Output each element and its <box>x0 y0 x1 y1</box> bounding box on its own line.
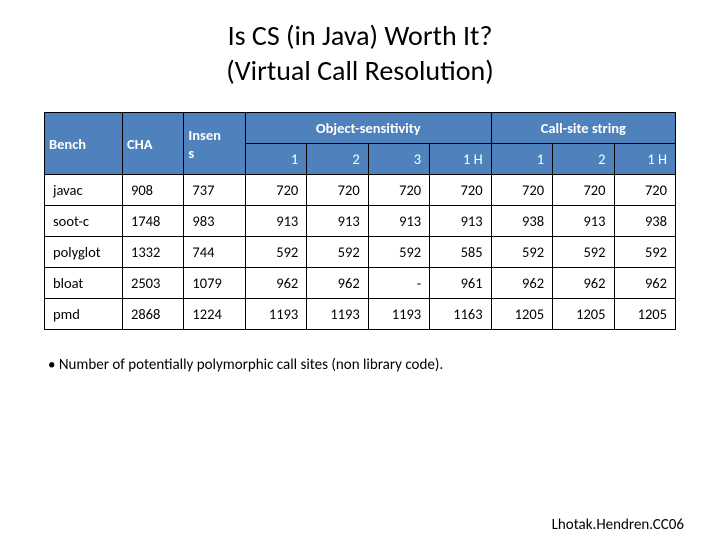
cell-value: 1205 <box>491 299 552 330</box>
cell-value: 1205 <box>553 299 614 330</box>
cell-value: 962 <box>307 268 368 299</box>
col-bench: Bench <box>45 113 123 175</box>
cell-value: 720 <box>553 175 614 206</box>
cell-value: 1193 <box>368 299 429 330</box>
cell-insens: 1224 <box>184 299 245 330</box>
cell-value: 913 <box>553 206 614 237</box>
table-row: polyglot1332744592592592585592592592 <box>45 237 676 268</box>
cell-value: 585 <box>430 237 491 268</box>
cell-value: 962 <box>553 268 614 299</box>
col-cha: CHA <box>122 113 183 175</box>
cell-insens: 983 <box>184 206 245 237</box>
title-line-1: Is CS (in Java) Worth It? <box>228 18 493 53</box>
subcol-obj-2: 2 <box>307 144 368 175</box>
cell-insens: 737 <box>184 175 245 206</box>
cell-value: 913 <box>245 206 306 237</box>
cell-value: 720 <box>307 175 368 206</box>
cell-value: 962 <box>245 268 306 299</box>
results-table-wrapper: Bench CHA Insen s Object-sensitivity Cal… <box>44 112 676 330</box>
cell-cha: 1748 <box>122 206 183 237</box>
subcol-css-2: 2 <box>553 144 614 175</box>
cell-value: 592 <box>491 237 552 268</box>
table-body: javac908737720720720720720720720soot-c17… <box>45 175 676 330</box>
cell-value: 913 <box>307 206 368 237</box>
slide-title: Is CS (in Java) Worth It? (Virtual Call … <box>0 18 720 88</box>
cell-cha: 908 <box>122 175 183 206</box>
cell-value: 592 <box>307 237 368 268</box>
table-row: soot-c1748983913913913913938913938 <box>45 206 676 237</box>
table-header: Bench CHA Insen s Object-sensitivity Cal… <box>45 113 676 175</box>
cell-value: 720 <box>368 175 429 206</box>
cell-value: 720 <box>430 175 491 206</box>
cell-cha: 2503 <box>122 268 183 299</box>
cell-value: 592 <box>368 237 429 268</box>
cell-value: 720 <box>491 175 552 206</box>
cell-value: 592 <box>553 237 614 268</box>
cell-value: 938 <box>614 206 675 237</box>
cell-value: 1193 <box>307 299 368 330</box>
cell-value: 938 <box>491 206 552 237</box>
table-row: javac908737720720720720720720720 <box>45 175 676 206</box>
col-insens: Insen s <box>184 113 245 175</box>
cell-value: 720 <box>245 175 306 206</box>
col-group-callsite-string: Call-site string <box>491 113 675 144</box>
col-group-object-sensitivity: Object-sensitivity <box>245 113 491 144</box>
cell-value: 1193 <box>245 299 306 330</box>
cell-value: 592 <box>614 237 675 268</box>
table-row: bloat25031079962962-961962962962 <box>45 268 676 299</box>
cell-cha: 1332 <box>122 237 183 268</box>
table-row: pmd286812241193119311931163120512051205 <box>45 299 676 330</box>
col-insens-l1: Insen <box>188 126 221 144</box>
subcol-obj-1h: 1 H <box>430 144 491 175</box>
cell-bench: soot-c <box>45 206 123 237</box>
col-insens-l2: s <box>188 144 194 162</box>
cell-value: 1205 <box>614 299 675 330</box>
cell-value: 913 <box>368 206 429 237</box>
citation: Lhotak.Hendren.CC06 <box>552 516 684 534</box>
cell-bench: polyglot <box>45 237 123 268</box>
cell-value: 962 <box>491 268 552 299</box>
cell-bench: javac <box>45 175 123 206</box>
cell-value: 961 <box>430 268 491 299</box>
results-table: Bench CHA Insen s Object-sensitivity Cal… <box>44 112 676 330</box>
cell-bench: pmd <box>45 299 123 330</box>
cell-cha: 2868 <box>122 299 183 330</box>
cell-insens: 744 <box>184 237 245 268</box>
subcol-css-1: 1 <box>491 144 552 175</box>
cell-value: 1163 <box>430 299 491 330</box>
cell-value: - <box>368 268 429 299</box>
bullet-note: • Number of potentially polymorphic call… <box>48 356 676 374</box>
cell-insens: 1079 <box>184 268 245 299</box>
cell-value: 962 <box>614 268 675 299</box>
subcol-css-1h: 1 H <box>614 144 675 175</box>
title-line-2: (Virtual Call Resolution) <box>226 53 493 88</box>
cell-value: 913 <box>430 206 491 237</box>
subcol-obj-1: 1 <box>245 144 306 175</box>
cell-value: 720 <box>614 175 675 206</box>
subcol-obj-3: 3 <box>368 144 429 175</box>
cell-value: 592 <box>245 237 306 268</box>
cell-bench: bloat <box>45 268 123 299</box>
